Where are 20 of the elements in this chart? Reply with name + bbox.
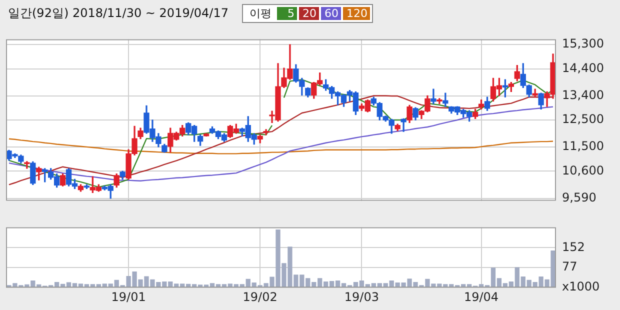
chart-title: 일간(92일) 2018/11/30 ~ 2019/04/17 (8, 4, 228, 22)
y-tick-label: 11,500 (562, 139, 604, 154)
y-tick-label: 152 (562, 240, 585, 254)
y-tick-label: 13,400 (562, 88, 604, 102)
y-tick-label: 10,600 (562, 163, 604, 178)
text: 20 (299, 6, 320, 20)
y-tick-label: 9,590 (562, 190, 596, 204)
legend-title: 이평 (248, 6, 272, 20)
y-tick-label: x1000 (562, 280, 600, 294)
y-tick-label: 14,400 (562, 60, 604, 75)
text: 120 (343, 6, 370, 20)
y-tick-label: 12,500 (562, 112, 604, 126)
x-tick-label: 19/02 (242, 290, 278, 304)
x-tick-label: 19/03 (344, 290, 380, 304)
x-tick-label: 19/01 (111, 290, 146, 304)
text: 60 (321, 6, 342, 20)
y-tick-label: 77 (562, 260, 578, 274)
x-tick-label: 19/04 (464, 290, 499, 304)
text: 5 (277, 6, 298, 20)
y-tick-label: 15,300 (562, 36, 604, 51)
